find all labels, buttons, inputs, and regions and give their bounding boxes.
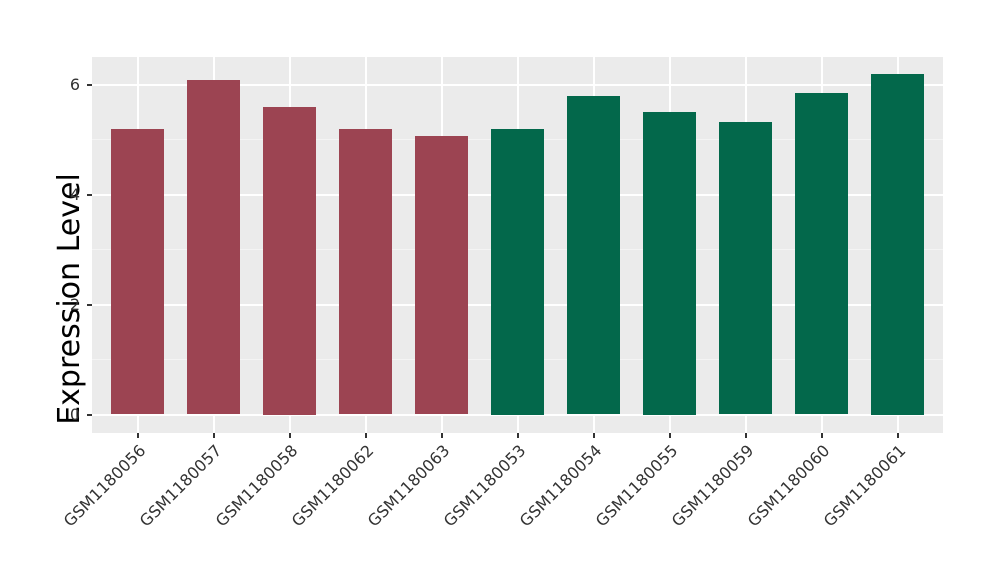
bar-GSM1180055 [643,112,697,415]
bar-GSM1180060 [795,93,849,415]
x-tick-label-GSM1180054: GSM1180054 [515,440,605,531]
bar-GSM1180056 [111,129,165,415]
y-tick-label: 4 [69,184,80,204]
x-tick-label-GSM1180053: GSM1180053 [439,440,529,531]
x-tick-label-GSM1180062: GSM1180062 [287,440,377,531]
bar-GSM1180053 [491,128,545,415]
y-tick-label: 0 [69,404,80,424]
x-tick-label-GSM1180058: GSM1180058 [211,440,301,531]
x-tick-label-GSM1180063: GSM1180063 [363,440,453,531]
bar-GSM1180057 [187,80,241,415]
bar-GSM1180054 [567,96,621,415]
x-axis-tick [744,433,747,438]
x-axis-tick [820,433,823,438]
bar-GSM1180059 [719,122,773,415]
bar-GSM1180058 [263,106,317,415]
x-tick-label-GSM1180059: GSM1180059 [667,440,757,531]
x-tick-label-GSM1180057: GSM1180057 [135,440,225,531]
y-tick-label: 6 [69,74,80,94]
x-tick-label-GSM1180055: GSM1180055 [591,440,681,531]
x-axis-tick [212,433,215,438]
y-axis-tick [87,413,92,416]
y-axis-tick [87,303,92,306]
x-tick-label-GSM1180061: GSM1180061 [819,440,909,531]
x-axis-tick [516,433,519,438]
x-axis-tick [440,433,443,438]
x-axis-tick [364,433,367,438]
bar-GSM1180063 [415,136,469,415]
x-axis-tick [288,433,291,438]
x-tick-label-GSM1180060: GSM1180060 [743,440,833,531]
y-axis-tick [87,83,92,86]
bar-GSM1180062 [339,129,393,415]
plot-panel [92,57,943,433]
x-tick-label-GSM1180056: GSM1180056 [59,440,149,531]
x-axis-tick [592,433,595,438]
y-axis-tick [87,193,92,196]
x-axis-tick [136,433,139,438]
x-axis-tick [896,433,899,438]
bar-GSM1180061 [871,73,925,415]
x-axis-tick [668,433,671,438]
y-tick-label: 2 [69,294,80,314]
